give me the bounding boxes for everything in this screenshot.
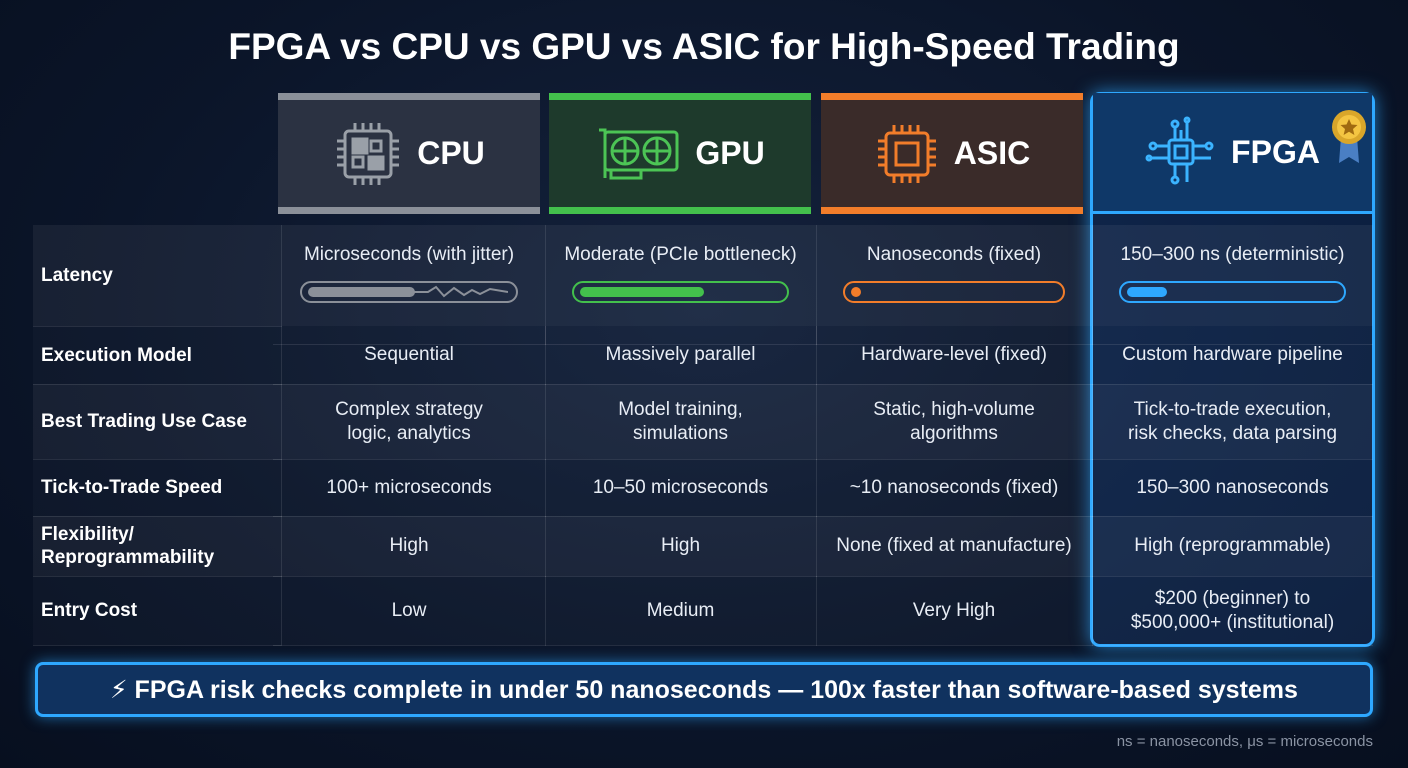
gpu-header: GPU <box>549 93 811 214</box>
cell-line: Massively parallel <box>605 344 756 365</box>
table-cell: 100+ microseconds <box>273 459 546 517</box>
table-cell: Low <box>273 576 546 646</box>
latency-fill <box>851 287 861 297</box>
cell-line: Moderate (PCIe bottleneck) <box>564 244 797 265</box>
latency-fill <box>580 287 704 297</box>
table-cell: Custom hardware pipeline <box>1092 326 1373 385</box>
latency-bar <box>1119 281 1346 303</box>
row-label: Best Trading Use Case <box>33 384 282 460</box>
fpga-header: FPGA <box>1093 93 1372 214</box>
cell-line: Very High <box>912 599 996 621</box>
latency-fill <box>308 287 415 297</box>
footnote: ns = nanoseconds, μs = microseconds <box>1116 733 1373 750</box>
latency-bar <box>843 281 1065 303</box>
callout-text: ⚡ FPGA risk checks complete in under 50 … <box>110 675 1298 704</box>
cell-line: Low <box>391 599 427 621</box>
row-label-line: Flexibility/ <box>41 524 134 545</box>
column-title: ASIC <box>953 135 1031 171</box>
latency-bar <box>572 281 789 303</box>
cell-line: logic, analytics <box>347 422 471 444</box>
cell-line: ~10 nanoseconds (fixed) <box>849 476 1059 498</box>
row-label-line: Reprogrammability <box>41 547 215 568</box>
cell-line: Nanoseconds (fixed) <box>866 244 1042 265</box>
award-badge <box>1332 110 1366 163</box>
table-cell: None (fixed at manufacture) <box>816 516 1093 577</box>
title: FPGA vs CPU vs GPU vs ASIC for High-Spee… <box>228 26 1180 67</box>
cell-line: $200 (beginner) to <box>1154 587 1311 609</box>
row-label: Entry Cost <box>33 576 282 646</box>
cell-line: Tick-to-trade execution, <box>1133 398 1332 420</box>
jitter-line <box>408 285 508 298</box>
table-cell: Medium <box>545 576 817 646</box>
gpu-icon <box>599 128 679 179</box>
table-cell: $200 (beginner) to $500,000+ (institution… <box>1092 576 1373 646</box>
cell-line: Model training, <box>618 398 743 420</box>
table-cell: Microseconds (with jitter) <box>273 225 546 345</box>
table-cell: 10–50 microseconds <box>545 459 817 517</box>
cell-line: Custom hardware pipeline <box>1122 344 1343 365</box>
column-title: GPU <box>695 135 765 171</box>
table-cell: Massively parallel <box>545 326 817 385</box>
row-label: Execution Model <box>33 326 282 385</box>
row-label-line: Best Trading Use Case <box>41 411 247 432</box>
cell-line: High (reprogrammable) <box>1134 535 1331 556</box>
asic-header: ASIC <box>821 93 1083 214</box>
cell-line: High <box>389 535 429 556</box>
table-cell: High (reprogrammable) <box>1092 516 1373 577</box>
table-cell: Sequential <box>273 326 546 385</box>
cell-line: Hardware-level (fixed) <box>861 344 1047 365</box>
cpu-header: CPU <box>278 93 540 214</box>
row-label-line: Execution Model <box>41 344 192 366</box>
table-cell: Model training, simulations <box>545 384 817 460</box>
table-cell: Moderate (PCIe bottleneck) <box>545 225 817 345</box>
row-label: Tick-to-Trade Speed <box>33 459 282 517</box>
cell-line: Sequential <box>364 344 454 365</box>
cpu-icon <box>337 122 400 185</box>
row-label: Flexibility/Reprogrammability <box>33 516 282 577</box>
column-title: FPGA <box>1231 133 1320 170</box>
cell-line: Microseconds (with jitter) <box>303 244 515 265</box>
cell-line: None (fixed at manufacture) <box>836 535 1072 556</box>
cell-line: 100+ microseconds <box>326 476 492 498</box>
row-background <box>33 516 1373 576</box>
cell-line: risk checks, data parsing <box>1127 422 1338 444</box>
cell-line: Complex strategy <box>335 398 483 420</box>
cell-line: Medium <box>646 599 715 621</box>
callout-box: ⚡ FPGA risk checks complete in under 50 … <box>35 662 1373 717</box>
row-label-line: Latency <box>41 265 113 286</box>
row-label-line: Entry Cost <box>41 600 138 621</box>
cell-line: algorithms <box>910 422 998 444</box>
table-cell: High <box>273 516 546 577</box>
row-label-line: Tick-to-Trade Speed <box>41 477 223 498</box>
asic-icon <box>877 124 936 183</box>
cell-line: 150–300 nanoseconds <box>1136 476 1329 498</box>
table-cell: Hardware-level (fixed) <box>816 326 1093 385</box>
table-cell: Very High <box>816 576 1093 646</box>
table-cell: Tick-to-trade execution, risk checks, dat… <box>1092 384 1373 460</box>
cell-line: Static, high-volume <box>873 398 1035 420</box>
cell-line: High <box>660 535 701 556</box>
cell-line: 150–300 ns (deterministic) <box>1120 244 1345 265</box>
row-background <box>33 384 1373 459</box>
table-cell: Nanoseconds (fixed) <box>816 225 1093 345</box>
table-cell: 150–300 nanoseconds <box>1092 459 1373 517</box>
fpga-icon <box>1145 116 1214 185</box>
table-cell: ~10 nanoseconds (fixed) <box>816 459 1093 517</box>
row-label: Latency <box>33 225 282 327</box>
table-cell: 150–300 ns (deterministic) <box>1092 225 1373 345</box>
latency-fill <box>1127 287 1168 297</box>
cell-line: simulations <box>632 422 729 444</box>
latency-bar <box>300 281 518 303</box>
column-title: CPU <box>417 135 485 171</box>
cell-line: 10–50 microseconds <box>592 476 769 498</box>
row-background <box>33 225 1373 326</box>
table-cell: High <box>545 516 817 577</box>
cell-line: $500,000+ (institutional) <box>1130 611 1335 633</box>
table-cell: Static, high-volume algorithms <box>816 384 1093 460</box>
table-cell: Complex strategy logic, analytics <box>273 384 546 460</box>
